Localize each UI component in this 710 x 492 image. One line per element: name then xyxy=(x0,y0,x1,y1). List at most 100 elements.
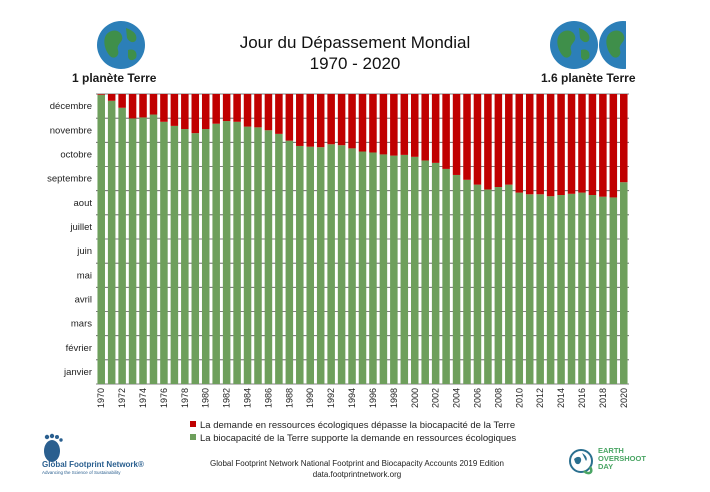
gfn-logo-name: Global Footprint Network® xyxy=(42,460,144,469)
bar-green xyxy=(369,152,377,384)
y-tick-label: novembre xyxy=(50,125,92,136)
earth-overshoot-day-logo-icon xyxy=(569,449,593,475)
bar-green xyxy=(599,196,607,384)
y-tick-label: mars xyxy=(71,319,92,330)
legend-item-red: La demande en ressources écologiques dép… xyxy=(190,420,515,431)
bar-red xyxy=(181,94,189,130)
bar-red xyxy=(316,94,325,148)
bar-green xyxy=(473,184,482,384)
y-tick-label: février xyxy=(66,343,92,354)
x-tick-label: 1970 xyxy=(96,388,106,408)
bar-green xyxy=(463,179,471,384)
bar-green xyxy=(358,151,367,384)
bar-green xyxy=(620,182,628,384)
bar-red xyxy=(578,94,586,193)
bar-red xyxy=(170,94,179,126)
bar-green xyxy=(254,127,262,384)
bar-red xyxy=(442,94,450,169)
x-tick-label: 2010 xyxy=(514,388,524,408)
bar-red xyxy=(484,94,492,190)
x-tick-label: 2014 xyxy=(556,388,566,408)
x-tick-label: 1998 xyxy=(389,388,399,408)
legend-swatch-red xyxy=(190,421,196,427)
x-tick-label: 1994 xyxy=(347,388,357,408)
bar-green xyxy=(588,195,597,384)
bar-green xyxy=(139,117,147,385)
x-tick-label: 2002 xyxy=(431,388,441,408)
y-tick-label: juillet xyxy=(69,222,92,233)
bar-red xyxy=(400,94,409,155)
bar-green xyxy=(243,126,252,384)
bar-green xyxy=(410,156,419,384)
bar-red xyxy=(107,94,116,101)
bar-green xyxy=(181,129,189,384)
bar-green xyxy=(212,123,220,384)
bar-red xyxy=(546,94,555,197)
bar-red xyxy=(201,94,210,130)
bar-green xyxy=(337,145,346,384)
bar-red xyxy=(212,94,220,124)
bar-red xyxy=(306,94,315,147)
bar-red xyxy=(620,94,628,183)
x-tick-label: 2016 xyxy=(577,388,587,408)
bar-green xyxy=(306,146,315,384)
bar-red xyxy=(505,94,513,185)
y-tick-label: aout xyxy=(74,198,93,209)
bar-red xyxy=(358,94,367,152)
bar-red xyxy=(473,94,482,185)
bar-red xyxy=(128,94,137,119)
bar-green xyxy=(222,121,231,385)
y-tick-label: septembre xyxy=(47,174,92,185)
bar-green xyxy=(316,147,325,384)
x-tick-label: 1984 xyxy=(243,388,253,408)
bar-green xyxy=(327,144,335,384)
x-tick-label: 2006 xyxy=(472,388,482,408)
bar-red xyxy=(369,94,377,153)
y-tick-label: décembre xyxy=(50,101,92,112)
bar-red xyxy=(296,94,304,146)
y-tick-label: avril xyxy=(75,294,92,305)
bar-red xyxy=(337,94,346,146)
bar-green xyxy=(285,140,294,384)
bar-red xyxy=(243,94,252,127)
source-line-2: data.footprintnetwork.org xyxy=(312,470,402,479)
footprint-logo-icon xyxy=(44,433,63,462)
bar-green xyxy=(505,184,513,384)
legend-label-green: La biocapacité de la Terre supporte la d… xyxy=(200,433,517,444)
bar-green xyxy=(431,162,440,384)
left-planet-label: 1 planète Terre xyxy=(72,71,157,85)
bar-green xyxy=(233,121,241,385)
bar-green xyxy=(97,94,105,384)
bar-red xyxy=(139,94,147,118)
bar-red xyxy=(421,94,429,161)
bar-red xyxy=(233,94,241,122)
bar-green xyxy=(494,187,503,384)
x-tick-label: 1986 xyxy=(263,388,273,408)
bar-green xyxy=(484,189,492,384)
bar-green xyxy=(149,114,158,385)
bar-green xyxy=(536,194,544,384)
legend-swatch-green xyxy=(190,434,196,440)
x-tick-label: 2020 xyxy=(619,388,629,408)
bar-red xyxy=(254,94,262,128)
bar-green xyxy=(609,197,618,384)
bar-green xyxy=(107,100,116,385)
bar-green xyxy=(442,168,450,384)
bar-green xyxy=(421,160,429,384)
y-tick-label: janvier xyxy=(63,367,92,378)
bar-green xyxy=(296,145,304,384)
x-tick-label: 1988 xyxy=(284,388,294,408)
overshoot-chart: janvier février mars avril mai juin juillet aou… xyxy=(47,93,629,408)
bar-green xyxy=(201,129,210,384)
x-tick-label: 1990 xyxy=(305,388,315,408)
bar-red xyxy=(567,94,576,194)
bar-red xyxy=(285,94,294,141)
right-planet-label: 1.6 planète Terre xyxy=(541,71,636,85)
bar-red xyxy=(609,94,618,198)
bar-red xyxy=(390,94,398,156)
x-tick-label: 1982 xyxy=(222,388,232,408)
bar-red xyxy=(379,94,388,155)
title-line-1: Jour du Dépassement Mondial xyxy=(239,33,471,52)
bar-red xyxy=(536,94,544,195)
bar-red xyxy=(515,94,524,193)
